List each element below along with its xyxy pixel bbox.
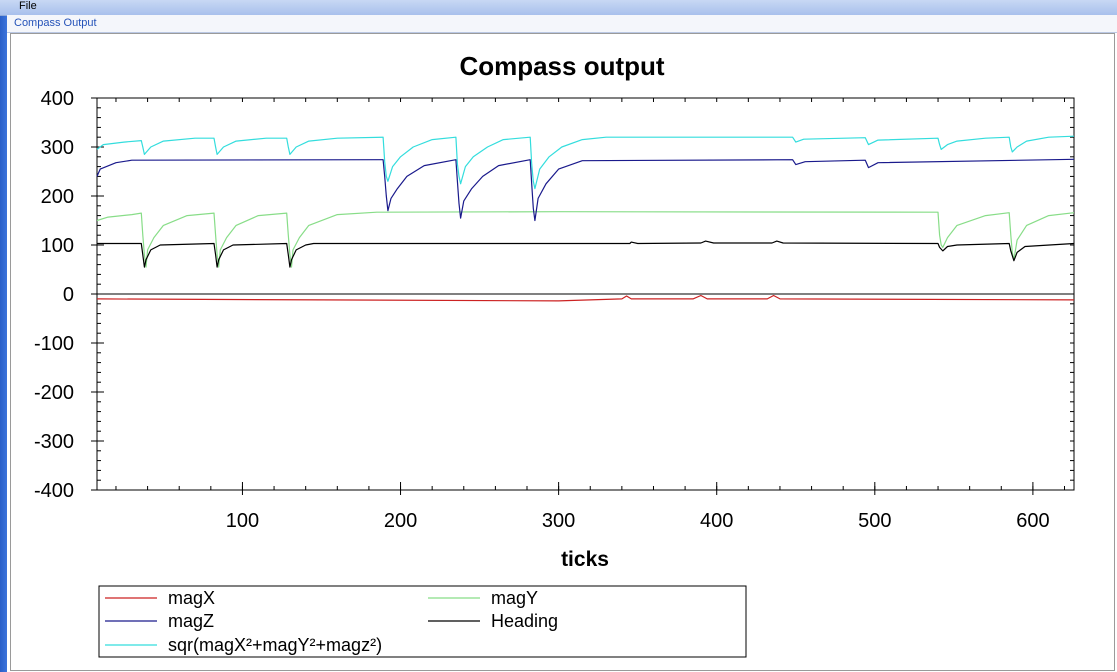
x-tick-label: 400 <box>700 510 733 532</box>
series-line-0 <box>96 294 1075 302</box>
series-line-4 <box>96 135 1075 190</box>
y-tick-label: -300 <box>34 431 74 453</box>
series-line-2 <box>96 158 1075 222</box>
legend-label: magY <box>491 588 538 608</box>
document-tab-strip <box>7 15 1117 33</box>
chart-title: Compass output <box>459 51 664 81</box>
x-tick-label: 300 <box>542 510 575 532</box>
legend-label: Heading <box>491 611 558 631</box>
y-tick-label: 0 <box>63 284 74 306</box>
y-tick-label: 400 <box>41 88 74 110</box>
x-tick-label: 500 <box>858 510 891 532</box>
x-tick-label: 600 <box>1016 510 1049 532</box>
y-tick-label: -200 <box>34 382 74 404</box>
y-tick-label: 200 <box>41 186 74 208</box>
legend-label: magZ <box>168 611 214 631</box>
legend-box <box>98 585 747 658</box>
x-tick-label: 200 <box>384 510 417 532</box>
x-tick-label: 100 <box>226 510 259 532</box>
y-tick-label: -400 <box>34 480 74 502</box>
series-lines <box>96 135 1075 302</box>
series-line-1 <box>96 211 1075 268</box>
window-left-edge <box>0 0 7 672</box>
y-tick-label: -100 <box>34 333 74 355</box>
menu-file[interactable]: File <box>19 0 37 12</box>
y-axis-ticks: -400 -300 -200 -100 0 100 200 300 400 <box>34 88 104 502</box>
series-line-3 <box>97 240 1075 268</box>
chart-panel <box>10 33 1115 671</box>
tab-compass-output[interactable]: Compass Output <box>14 17 97 29</box>
y-tick-label: 300 <box>41 137 74 159</box>
legend-label: magX <box>168 588 215 608</box>
x-axis-ticks: 100 200 300 400 500 600 <box>226 482 1050 532</box>
y-tick-label: 100 <box>41 235 74 257</box>
legend: magX magY magZ Heading sqr(magX²+magY²+magz²… <box>98 585 747 658</box>
legend-label: sqr(magX²+magY²+magz²) <box>168 635 382 655</box>
legend-items: magX magY magZ Heading sqr(magX²+magY²+magz²… <box>105 588 558 655</box>
x-axis-label: ticks <box>561 548 609 571</box>
